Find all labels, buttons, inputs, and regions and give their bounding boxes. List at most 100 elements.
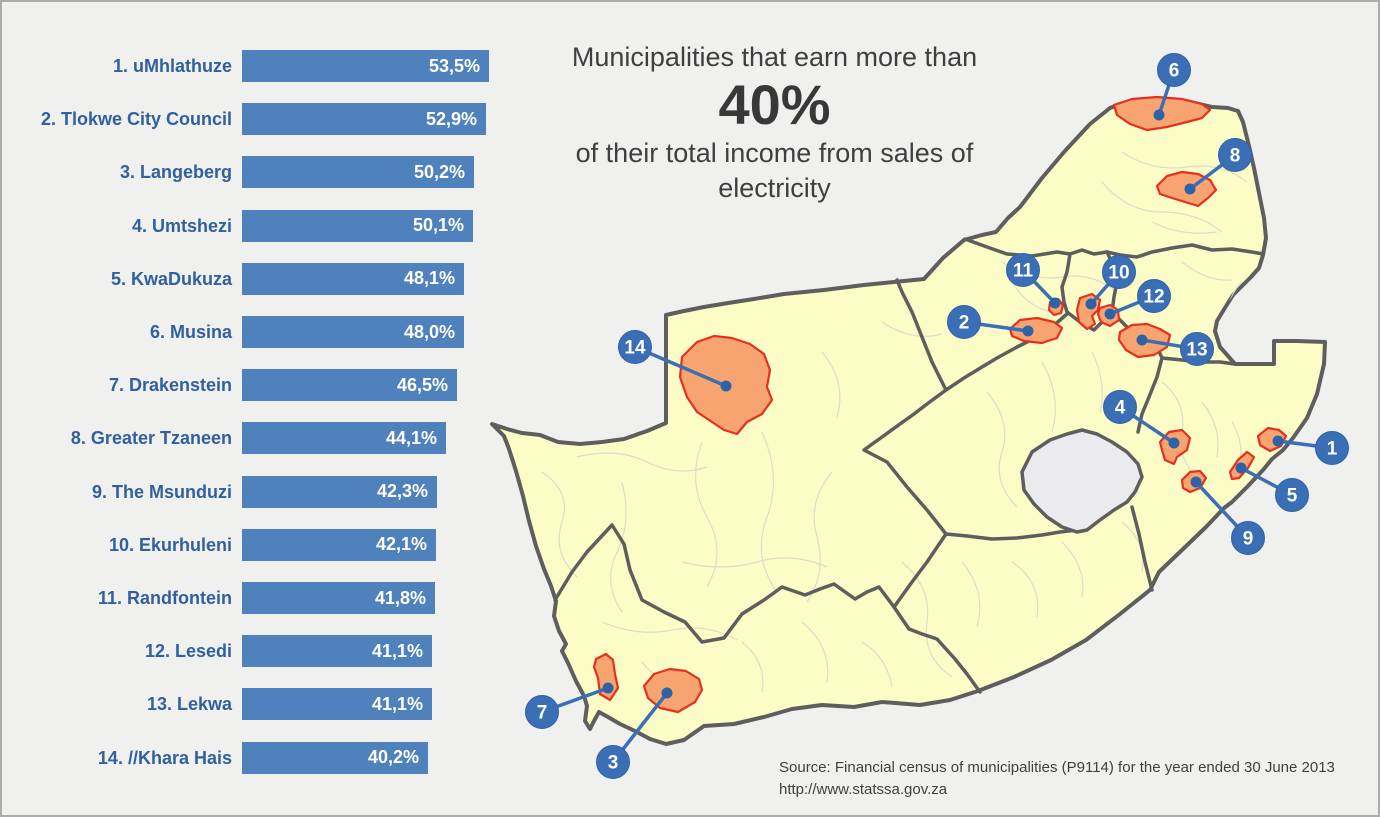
bar-row: 4. Umtshezi 50,1%	[18, 209, 498, 242]
bar: 53,5%	[242, 50, 489, 82]
marker-number: 10	[1108, 263, 1129, 284]
bar-value-label: 48,1%	[403, 268, 455, 289]
marker-number: 3	[608, 753, 619, 774]
map-marker-12: 12	[1104, 279, 1171, 320]
marker-circle	[1275, 478, 1309, 512]
map-marker-3: 3	[596, 687, 673, 779]
bar: 41,1%	[242, 635, 432, 668]
bar-value-label: 52,9%	[425, 108, 477, 129]
map-marker-13: 13	[1136, 332, 1214, 366]
marker-number: 4	[1115, 398, 1126, 419]
bar: 44,1%	[242, 422, 446, 455]
bar: 48,1%	[242, 262, 464, 295]
bar-category-label: 14. //Khara Hais	[97, 747, 232, 768]
title-line-2: of their total income from sales of elec…	[575, 138, 974, 203]
bar-category-label: 5. KwaDukuza	[110, 268, 232, 289]
bar-row: 11. Randfontein 41,8%	[18, 582, 498, 614]
bar: 40,2%	[242, 741, 428, 774]
bar-value-label: 40,2%	[367, 747, 419, 768]
marker-circle	[1102, 255, 1136, 289]
marker-number: 8	[1230, 146, 1241, 167]
marker-circle	[1218, 138, 1252, 172]
bar-row: 5. KwaDukuza 48,1%	[18, 262, 498, 295]
map-marker-14: 14	[618, 330, 732, 392]
bar-category-label: 10. Ekurhuleni	[108, 534, 232, 555]
marker-circle	[1157, 53, 1191, 87]
bar-row: 3. Langeberg 50,2%	[18, 156, 498, 189]
marker-number: 2	[959, 313, 970, 334]
marker-number: 5	[1287, 486, 1298, 507]
source-block: Source: Financial census of municipaliti…	[779, 757, 1335, 801]
lesotho-enclave	[1020, 428, 1144, 534]
bar-value-label: 41,1%	[371, 693, 423, 714]
title-line-1: Municipalities that earn more than	[571, 42, 978, 72]
map-marker-6: 6	[1153, 53, 1191, 121]
marker-anchor-dot	[1235, 462, 1247, 474]
marker-anchor-dot	[1184, 183, 1196, 195]
bar-value-label: 53,5%	[428, 55, 480, 76]
bar-row: 12. Lesedi 41,1%	[18, 635, 498, 668]
bar-row: 13. Lekwa 41,1%	[18, 688, 498, 721]
source-line-2: http://www.statssa.gov.za	[779, 781, 948, 798]
bar-value-label: 50,2%	[413, 161, 465, 182]
marker-anchor-dot	[1272, 435, 1284, 447]
marker-number: 7	[537, 703, 548, 724]
bar: 52,9%	[242, 103, 486, 136]
marker-anchor-dot	[602, 682, 614, 694]
bar-row: 10. Ekurhuleni 42,1%	[18, 528, 498, 561]
bar: 41,1%	[242, 688, 432, 721]
marker-circle	[947, 305, 981, 339]
source-line-1: Source: Financial census of municipaliti…	[779, 759, 1335, 776]
marker-anchor-dot	[1190, 476, 1202, 488]
marker-circle	[1137, 279, 1171, 313]
bar-category-label: 13. Lekwa	[146, 694, 232, 715]
bar-row: 14. //Khara Hais 40,2%	[18, 741, 498, 774]
marker-circle	[1103, 390, 1137, 424]
bar-row: 6. Musina 48,0%	[18, 316, 498, 348]
bar-row: 8. Greater Tzaneen 44,1%	[18, 422, 498, 455]
bar-category-label: 12. Lesedi	[144, 641, 232, 662]
marker-anchor-dot	[1136, 334, 1148, 346]
marker-anchor-dot	[1049, 297, 1061, 309]
bar: 46,5%	[242, 369, 457, 402]
bar-category-label: 11. Randfontein	[97, 588, 232, 608]
marker-circle	[1231, 521, 1265, 555]
bar-chart: 1. uMhlathuze 53,5% 2. Tlokwe City Council…	[18, 34, 498, 794]
bar-value-label: 42,3%	[376, 481, 428, 502]
map-marker-9: 9	[1190, 476, 1265, 555]
bar-value-label: 41,1%	[371, 640, 423, 661]
marker-anchor-dot	[720, 380, 732, 392]
bar-row: 2. Tlokwe City Council 52,9%	[18, 103, 498, 136]
bar: 42,3%	[242, 475, 437, 508]
bar-value-label: 50,1%	[412, 215, 464, 236]
map-marker-8: 8	[1184, 138, 1252, 195]
map-marker-11: 11	[1006, 253, 1061, 309]
bar-value-label: 41,8%	[374, 587, 426, 608]
marker-anchor-dot	[1168, 437, 1180, 449]
marker-number: 13	[1186, 340, 1207, 361]
bar-row: 9. The Msunduzi 42,3%	[18, 475, 498, 508]
marker-number: 9	[1243, 529, 1254, 550]
municipality-highlight-2	[1008, 316, 1064, 345]
marker-number: 12	[1143, 287, 1164, 308]
marker-anchor-dot	[1022, 325, 1034, 337]
bar-category-label: 8. Greater Tzaneen	[70, 428, 232, 449]
bar: 50,1%	[242, 209, 473, 242]
marker-number: 1	[1327, 439, 1338, 460]
marker-circle	[618, 330, 652, 364]
bar: 41,8%	[242, 582, 435, 614]
bar-value-label: 42,1%	[375, 534, 427, 555]
bar-category-label: 4. Umtshezi	[131, 215, 232, 236]
map-marker-5: 5	[1235, 462, 1309, 512]
marker-anchor-dot	[1085, 298, 1097, 310]
marker-anchor-dot	[1104, 308, 1116, 320]
bar: 42,1%	[242, 528, 436, 561]
bar-category-label: 6. Musina	[149, 322, 232, 342]
marker-circle	[1180, 332, 1214, 366]
bar-category-label: 7. Drakenstein	[108, 375, 232, 396]
bar-row: 1. uMhlathuze 53,5%	[18, 50, 498, 82]
marker-anchor-dot	[1153, 109, 1165, 121]
bar: 48,0%	[242, 316, 464, 348]
map-marker-7: 7	[525, 682, 614, 729]
